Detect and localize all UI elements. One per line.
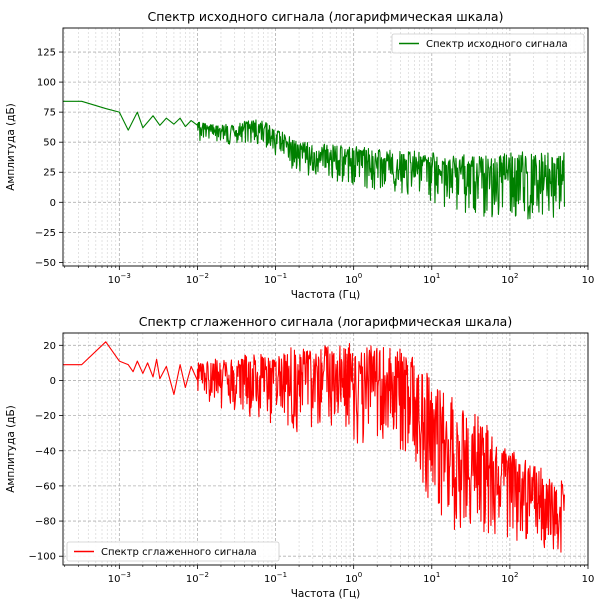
x-tick-label: 10−2 <box>186 272 209 286</box>
x-tick-label-exponent: −1 <box>277 272 287 280</box>
x-tick-label-base: 10 <box>186 275 199 286</box>
x-tick-label-base: 10 <box>264 275 277 286</box>
x-tick-label-base: 10 <box>108 275 121 286</box>
y-tick-label: −25 <box>35 228 56 239</box>
x-tick-label: 10−3 <box>108 272 131 286</box>
x-tick-label: 10−2 <box>186 571 209 585</box>
x-tick-label-base: 10 <box>423 275 436 286</box>
grid <box>63 333 588 565</box>
legend-box <box>66 541 280 562</box>
x-tick-label: 100 <box>345 272 362 286</box>
x-tick-label-exponent: 0 <box>358 571 362 579</box>
y-tick-label: −40 <box>35 446 56 457</box>
x-tick-label: 10 <box>582 574 595 585</box>
x-tick-label-exponent: 1 <box>436 571 440 579</box>
x-tick-label-base: 10 <box>186 574 199 585</box>
y-tick-label: 75 <box>43 108 56 119</box>
y-tick-label: −20 <box>35 411 56 422</box>
x-tick-label-base: 10 <box>108 574 121 585</box>
series-line <box>63 341 565 553</box>
x-tick-label-base: 10 <box>582 275 595 286</box>
y-tick-label: −100 <box>29 552 56 563</box>
legend-label: Спектр исходного сигнала <box>426 39 568 50</box>
x-tick-label-exponent: −2 <box>199 272 209 280</box>
y-axis-label: Амплитуда (дБ) <box>5 405 17 493</box>
x-tick-label-base: 10 <box>423 574 436 585</box>
y-tick-label: 50 <box>43 138 56 149</box>
chart-title: Спектр исходного сигнала (логарифмическа… <box>148 9 504 24</box>
legend-label: Спектр сглаженного сигнала <box>101 547 257 558</box>
x-tick-label: 101 <box>423 272 440 286</box>
legend: Спектр исходного сигнала <box>391 33 585 54</box>
y-tick-label: 125 <box>37 48 56 59</box>
x-axis-label: Частота (Гц) <box>291 289 361 301</box>
axes-frame <box>62 332 589 566</box>
axes-frame <box>62 27 589 267</box>
x-tick-label-exponent: −1 <box>277 571 287 579</box>
x-tick-label-base: 10 <box>501 275 514 286</box>
series-line <box>63 100 565 220</box>
x-tick-label: 100 <box>345 571 362 585</box>
x-tick-label: 102 <box>501 571 518 585</box>
chart-2: Спектр сглаженного сигнала (логарифмичес… <box>5 314 594 600</box>
x-tick-label-exponent: −3 <box>121 571 131 579</box>
legend: Спектр сглаженного сигнала <box>66 541 280 562</box>
x-tick-label-base: 10 <box>582 574 595 585</box>
x-tick-label: 10−1 <box>264 272 287 286</box>
x-tick-label: 101 <box>423 571 440 585</box>
x-tick-label-exponent: −3 <box>121 272 131 280</box>
y-tick-label: −60 <box>35 481 56 492</box>
x-tick-label-base: 10 <box>501 574 514 585</box>
x-tick-label-exponent: −2 <box>199 571 209 579</box>
y-tick-label: 100 <box>37 78 56 89</box>
x-tick-label-exponent: 1 <box>436 272 440 280</box>
x-tick-label-base: 10 <box>264 574 277 585</box>
chart-1: Спектр исходного сигнала (логарифмическа… <box>5 9 594 301</box>
x-tick-label-exponent: 2 <box>514 571 518 579</box>
x-tick-label-base: 10 <box>345 275 358 286</box>
x-tick-label: 10 <box>582 275 595 286</box>
x-tick-label-base: 10 <box>345 574 358 585</box>
x-tick-label: 10−1 <box>264 571 287 585</box>
y-tick-label: −50 <box>35 258 56 269</box>
y-axis-label: Амплитуда (дБ) <box>5 103 17 191</box>
x-tick-label-exponent: 0 <box>358 272 362 280</box>
y-tick-label: 20 <box>43 341 56 352</box>
x-tick-label: 10−3 <box>108 571 131 585</box>
chart-title: Спектр сглаженного сигнала (логарифмичес… <box>139 314 512 329</box>
x-tick-label: 102 <box>501 272 518 286</box>
y-tick-label: 0 <box>50 376 56 387</box>
y-tick-label: −80 <box>35 517 56 528</box>
y-tick-label: 0 <box>50 198 56 209</box>
x-axis-label: Частота (Гц) <box>291 588 361 600</box>
x-tick-label-exponent: 2 <box>514 272 518 280</box>
legend-box <box>391 33 585 54</box>
y-tick-label: 25 <box>43 168 56 179</box>
